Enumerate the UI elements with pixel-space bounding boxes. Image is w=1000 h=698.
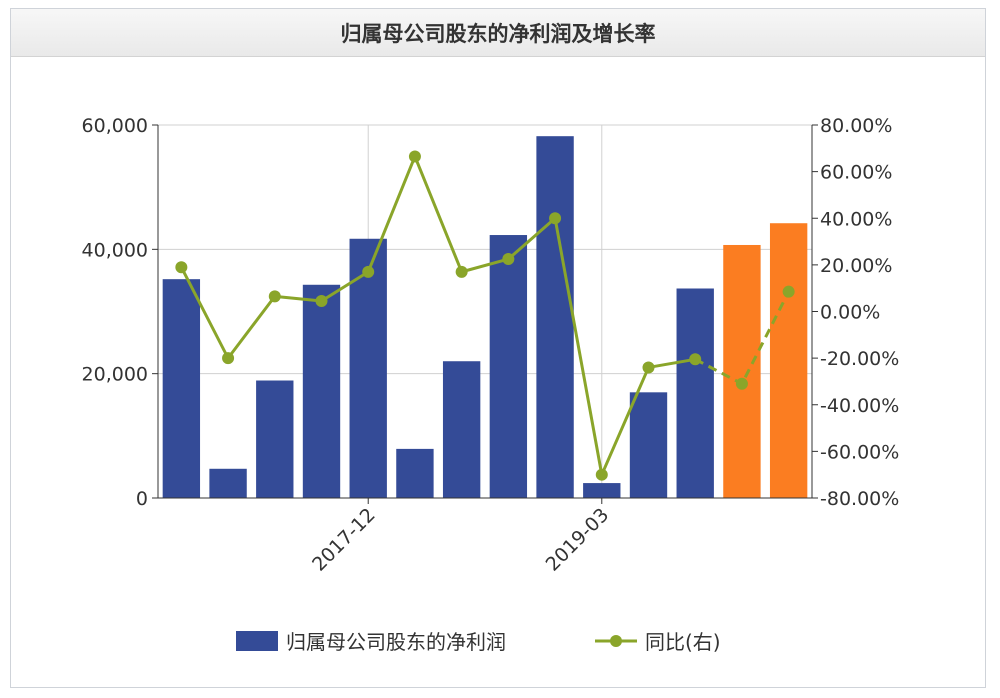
- bars-layer: [162, 136, 808, 498]
- x-tick-label-9: 2019-03: [542, 504, 614, 576]
- bar-8: [536, 136, 574, 498]
- bar-3: [302, 284, 341, 498]
- legend-line-marker: [610, 635, 622, 647]
- line-series-solid: [180, 154, 696, 477]
- legend: 归属母公司股东的净利润 同比(右): [236, 630, 721, 654]
- line-point-0: [175, 261, 188, 274]
- bar-0: [162, 279, 201, 498]
- line-point-1: [222, 352, 235, 365]
- y-left-tick-label-0: 0: [136, 488, 148, 510]
- grid-layer: [158, 124, 812, 498]
- line-point-8: [549, 212, 562, 225]
- bar-5: [396, 448, 434, 498]
- line-point-12: [735, 377, 748, 390]
- y-right-tick-label-5: 20.00%: [820, 255, 892, 277]
- line-point-13: [782, 285, 795, 298]
- bar-2: [256, 380, 294, 498]
- y-right-tick-label-8: 80.00%: [820, 115, 892, 137]
- y-right-tick-label-3: -20.00%: [820, 348, 899, 370]
- line-point-4: [362, 265, 375, 278]
- y-right-tick-label-6: 40.00%: [820, 208, 892, 230]
- bar-1: [209, 468, 247, 498]
- legend-line-label: 同比(右): [645, 630, 721, 654]
- line-point-7: [502, 253, 515, 266]
- line-point-5: [408, 150, 421, 163]
- line-point-3: [315, 295, 328, 308]
- bar-10: [629, 392, 668, 498]
- bar-9: [583, 483, 621, 498]
- bar-11: [676, 288, 714, 498]
- x-tick-label-4: 2017-12: [308, 504, 380, 576]
- line-point-10: [642, 361, 655, 374]
- y-right-tick-label-2: -40.00%: [820, 395, 899, 417]
- bar-4: [349, 238, 387, 498]
- line-layer: [175, 150, 795, 481]
- y-left-tick-label-2: 40,000: [82, 239, 148, 261]
- line-point-6: [455, 265, 468, 278]
- legend-bar-label: 归属母公司股东的净利润: [286, 630, 506, 654]
- y-right-tick-label-7: 60.00%: [820, 162, 892, 184]
- legend-bar-swatch: [236, 631, 278, 651]
- y-left-tick-label-3: 60,000: [82, 115, 148, 137]
- y-left-tick-label-1: 20,000: [82, 364, 148, 386]
- bar-13: [769, 223, 808, 498]
- y-right-tick-label-4: 0.00%: [820, 302, 880, 324]
- line-point-9: [595, 468, 608, 481]
- bar-6: [442, 361, 481, 498]
- bar-7: [489, 235, 528, 498]
- chart-title: 归属母公司股东的净利润及增长率: [11, 9, 985, 57]
- y-right-tick-label-0: -80.00%: [820, 488, 899, 510]
- line-point-11: [689, 353, 702, 366]
- bar-12: [723, 244, 761, 498]
- line-point-2: [268, 290, 281, 303]
- y-right-tick-label-1: -60.00%: [820, 441, 899, 463]
